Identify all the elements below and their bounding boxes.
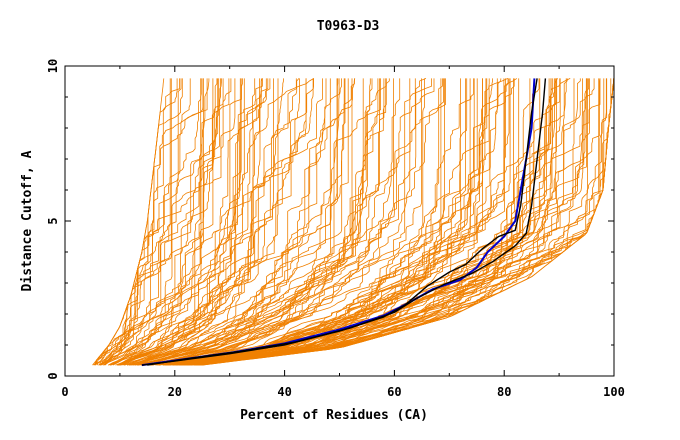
model-curve bbox=[100, 78, 214, 366]
x-tick-label: 60 bbox=[387, 385, 401, 399]
model-curve bbox=[164, 78, 475, 366]
model-curve bbox=[122, 78, 307, 366]
model-curve bbox=[92, 78, 180, 366]
model-curve bbox=[141, 78, 401, 366]
model-curve bbox=[103, 78, 236, 366]
model-curve bbox=[128, 78, 323, 366]
model-curve bbox=[98, 78, 221, 366]
model-curve bbox=[138, 78, 390, 366]
model-curve bbox=[186, 78, 581, 366]
model-curve bbox=[164, 78, 488, 366]
model-curve bbox=[158, 78, 425, 366]
x-tick-label: 0 bbox=[61, 385, 68, 399]
model-curve bbox=[194, 78, 583, 366]
chart-title: T0963-D3 bbox=[317, 19, 380, 34]
x-tick-label: 80 bbox=[497, 385, 511, 399]
x-tick-label: 40 bbox=[277, 385, 291, 399]
model-curve bbox=[179, 78, 554, 366]
highlight-curve-black bbox=[147, 78, 547, 366]
model-curve bbox=[142, 78, 394, 366]
model-curve bbox=[104, 78, 219, 366]
model-curve bbox=[118, 78, 300, 366]
y-tick-label: 0 bbox=[46, 372, 60, 379]
model-curve bbox=[170, 78, 509, 366]
model-curve bbox=[103, 78, 243, 366]
highlight-curve-black bbox=[141, 78, 538, 366]
model-curve bbox=[140, 78, 349, 366]
x-axis-label: Percent of Residues (CA) bbox=[240, 408, 428, 423]
model-curve bbox=[196, 78, 595, 366]
model-curve bbox=[140, 78, 353, 366]
model-curve bbox=[104, 78, 241, 366]
model-curve bbox=[117, 78, 263, 366]
model-curve bbox=[110, 78, 269, 366]
model-curve bbox=[100, 78, 178, 366]
model-curve bbox=[99, 78, 191, 366]
x-tick-label: 100 bbox=[603, 385, 625, 399]
y-tick-label: 10 bbox=[46, 59, 60, 73]
model-curve bbox=[183, 78, 561, 366]
model-curve bbox=[129, 78, 356, 366]
model-curve bbox=[133, 78, 355, 366]
model-curve bbox=[120, 78, 307, 366]
model-curve bbox=[118, 78, 260, 366]
x-tick-label: 20 bbox=[168, 385, 182, 399]
model-curve bbox=[135, 78, 379, 366]
model-curve bbox=[162, 78, 461, 366]
highlight-models bbox=[141, 78, 547, 367]
model-curve bbox=[115, 78, 279, 366]
model-curve bbox=[165, 78, 493, 366]
model-curve bbox=[199, 78, 589, 366]
model-curve bbox=[94, 78, 172, 366]
model-curve bbox=[136, 78, 342, 366]
model-curve bbox=[110, 78, 232, 366]
model-curve bbox=[103, 78, 182, 366]
model-curve bbox=[145, 78, 364, 366]
model-curve bbox=[202, 78, 615, 366]
background-models bbox=[92, 78, 615, 366]
model-curve bbox=[179, 78, 514, 366]
model-curve bbox=[164, 78, 490, 366]
model-curve bbox=[166, 78, 443, 366]
model-curve bbox=[101, 78, 230, 366]
model-curve bbox=[167, 78, 502, 366]
model-curve bbox=[94, 78, 204, 366]
axis-ticks: 0 20 40 60 80 100 0 5 10 bbox=[46, 59, 625, 399]
model-curve bbox=[148, 78, 416, 366]
model-curve bbox=[118, 78, 314, 366]
y-tick-label: 5 bbox=[46, 217, 60, 224]
model-curve bbox=[164, 78, 466, 366]
model-curve bbox=[98, 78, 171, 366]
model-curve bbox=[158, 78, 427, 366]
model-curve bbox=[165, 78, 487, 366]
model-curve bbox=[159, 78, 468, 366]
model-curve bbox=[177, 78, 515, 366]
model-curve bbox=[186, 78, 557, 366]
model-curve bbox=[124, 78, 327, 366]
model-curve bbox=[155, 78, 446, 366]
model-curve bbox=[94, 78, 183, 366]
model-curve bbox=[151, 78, 432, 366]
model-curve bbox=[95, 78, 202, 366]
y-axis-label: Distance Cutoff, A bbox=[20, 150, 35, 291]
model-curve bbox=[130, 78, 345, 366]
model-curve bbox=[194, 78, 590, 366]
model-curve bbox=[194, 78, 605, 366]
model-curve bbox=[194, 78, 588, 366]
model-curve bbox=[126, 78, 340, 366]
model-curve bbox=[117, 78, 245, 366]
model-curve bbox=[149, 78, 422, 366]
model-curve bbox=[119, 78, 314, 366]
model-curve bbox=[151, 78, 387, 366]
model-curve bbox=[166, 78, 471, 366]
model-curve bbox=[172, 78, 511, 366]
model-curve bbox=[150, 78, 385, 366]
model-curve bbox=[99, 78, 220, 366]
model-curve bbox=[133, 78, 339, 366]
model-curve bbox=[112, 78, 284, 366]
model-curve bbox=[151, 78, 435, 366]
